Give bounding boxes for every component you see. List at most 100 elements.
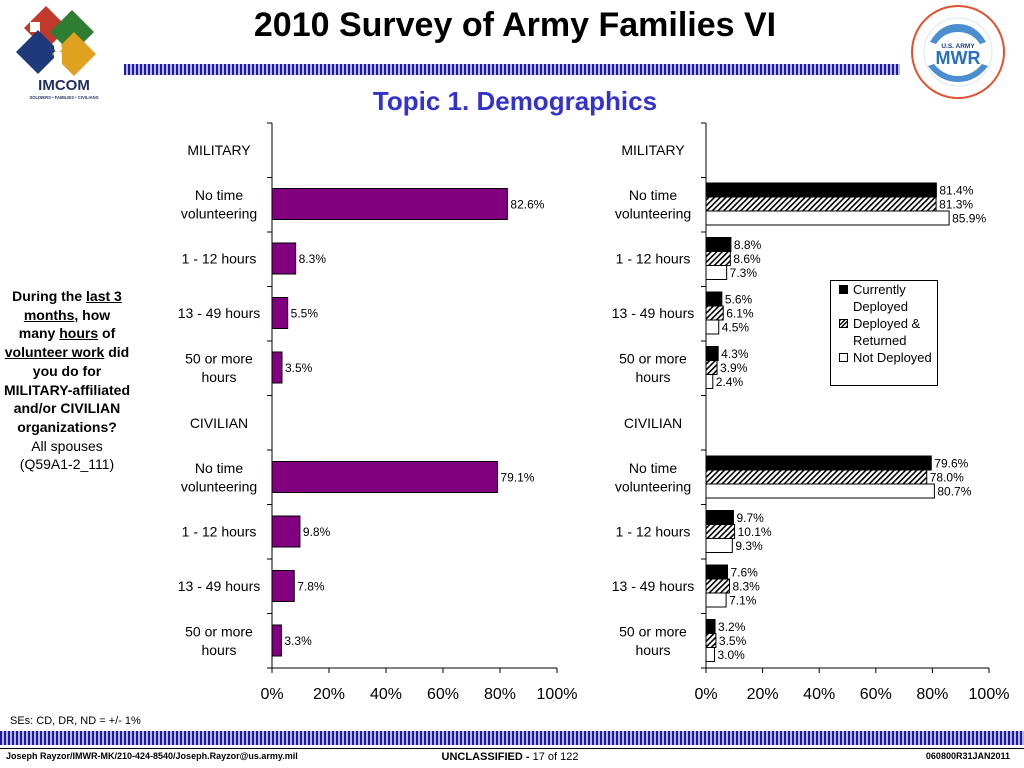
bar-not-deployed — [705, 374, 714, 389]
category-label: 1 - 12 hours — [616, 251, 691, 267]
bar-deployed-returned — [705, 196, 937, 212]
imcom-logo-tagline: SOLDIERS • FAMILIES • CIVILIANS — [29, 95, 98, 100]
question-population: All spouses — [31, 437, 103, 454]
bar-not-deployed — [705, 592, 727, 608]
legend-swatch-hatched — [839, 319, 848, 328]
bar — [271, 188, 508, 220]
x-tick-label: 80% — [484, 686, 516, 703]
page-title: 2010 Survey of Army Families VI — [253, 6, 777, 44]
x-tick-label: 0% — [694, 686, 717, 703]
bar-currently-deployed — [705, 619, 716, 634]
data-label: 81.4% — [939, 184, 973, 198]
bar — [271, 515, 301, 548]
data-label: 6.1% — [726, 307, 754, 321]
legend-item-deployed-returned: Deployed & Returned — [831, 315, 937, 349]
question-emph-volunteer: volunteer work — [4, 344, 105, 361]
data-label: 79.1% — [500, 471, 534, 485]
page-subtitle: Topic 1. Demographics — [372, 86, 658, 116]
category-label: No time — [195, 187, 243, 203]
x-tick-label: 100% — [537, 686, 578, 703]
bar — [271, 624, 282, 657]
category-label: 50 or more — [619, 623, 687, 639]
category-label: 1 - 12 hours — [616, 524, 691, 540]
data-label: 85.9% — [952, 212, 986, 226]
category-label: volunteering — [181, 478, 257, 494]
footer-dtg: 060800R31JAN2011 — [925, 751, 1010, 761]
data-label: 3.5% — [719, 634, 747, 648]
imcom-logo: IMCOM SOLDIERS • FAMILIES • CIVILIANS — [16, 6, 99, 100]
bar — [271, 242, 297, 275]
question-suffix: did you do for MILITARY-affiliated and/o… — [4, 344, 130, 435]
data-label: 7.6% — [731, 566, 759, 580]
bar-deployed-returned — [705, 305, 724, 321]
standard-error-note: SEs: CD, DR, ND = +/- 1% — [10, 715, 141, 727]
question-prefix: During the — [12, 288, 87, 304]
bar-deployed-returned — [705, 633, 717, 648]
footer-classification: UNCLASSIFIED - 17 of 122 — [380, 751, 640, 763]
footer-divider — [0, 748, 1024, 749]
category-label: 1 - 12 hours — [182, 524, 257, 540]
data-label: 10.1% — [738, 525, 772, 539]
x-tick-label: 40% — [370, 686, 402, 703]
category-label: No time — [629, 460, 677, 476]
bar-not-deployed — [705, 483, 935, 499]
footer-contact: Joseph Rayzor/IMWR-MK/210-424-8540/Josep… — [6, 751, 298, 761]
data-label: 3.0% — [717, 648, 745, 662]
bar-not-deployed — [705, 265, 728, 280]
data-label: 4.5% — [722, 321, 750, 335]
category-label: 50 or more — [619, 350, 687, 366]
classification-label: UNCLASSIFIED - — [441, 751, 533, 763]
category-label: hours — [635, 642, 670, 658]
x-tick-label: 0% — [260, 686, 283, 703]
mwr-logo-text: MWR — [936, 48, 981, 68]
bar-deployed-returned — [705, 469, 928, 485]
data-label: 3.3% — [284, 634, 312, 648]
data-label: 8.6% — [733, 252, 761, 266]
legend-swatch-solid — [839, 285, 848, 294]
bar-deployed-returned — [705, 578, 730, 594]
x-tick-label: 20% — [313, 686, 345, 703]
bar-currently-deployed — [705, 237, 732, 252]
data-label: 7.3% — [730, 266, 758, 280]
category-label: hours — [201, 642, 236, 658]
data-label: 2.4% — [716, 375, 744, 389]
bar-currently-deployed — [705, 455, 932, 471]
category-label: hours — [635, 369, 670, 385]
legend-label: Currently Deployed — [853, 282, 908, 314]
category-label: 13 - 49 hours — [178, 578, 261, 594]
category-label: 13 - 49 hours — [612, 578, 695, 594]
category-label: volunteering — [615, 205, 691, 221]
bar-currently-deployed — [705, 182, 937, 198]
legend-item-currently-deployed: Currently Deployed — [831, 281, 937, 315]
data-label: 3.2% — [718, 620, 746, 634]
bar-deployed-returned — [705, 524, 736, 539]
imcom-logo-text: IMCOM — [38, 77, 90, 94]
x-tick-label: 80% — [916, 686, 948, 703]
bar-not-deployed — [705, 210, 950, 226]
question-emph-hours: hours — [59, 325, 99, 342]
category-label: No time — [629, 187, 677, 203]
data-label: 9.8% — [303, 525, 331, 539]
bar-not-deployed — [705, 538, 733, 553]
bar-deployed-returned — [705, 360, 718, 375]
data-label: 78.0% — [930, 471, 964, 485]
category-label: 50 or more — [185, 623, 253, 639]
bar-currently-deployed — [705, 346, 719, 361]
header-stripe — [124, 64, 900, 75]
footer-stripe — [0, 731, 1024, 745]
mwr-logo-toptext: U.S. ARMY — [941, 43, 975, 50]
legend-swatch-white — [839, 353, 848, 362]
chart-legend: Currently Deployed Deployed & Returned N… — [830, 280, 938, 386]
data-label: 4.3% — [721, 347, 749, 361]
x-tick-label: 60% — [427, 686, 459, 703]
bar-not-deployed — [705, 647, 715, 662]
bar — [271, 570, 295, 602]
x-tick-label: 40% — [803, 686, 835, 703]
army-mwr-logo: U.S. ARMY MWR — [911, 5, 1005, 99]
question-mid1: , how many — [18, 306, 111, 342]
question-mid2: of — [98, 325, 116, 342]
x-tick-label: 20% — [747, 686, 779, 703]
data-label: 5.5% — [291, 307, 319, 321]
data-label: 5.6% — [725, 293, 753, 307]
